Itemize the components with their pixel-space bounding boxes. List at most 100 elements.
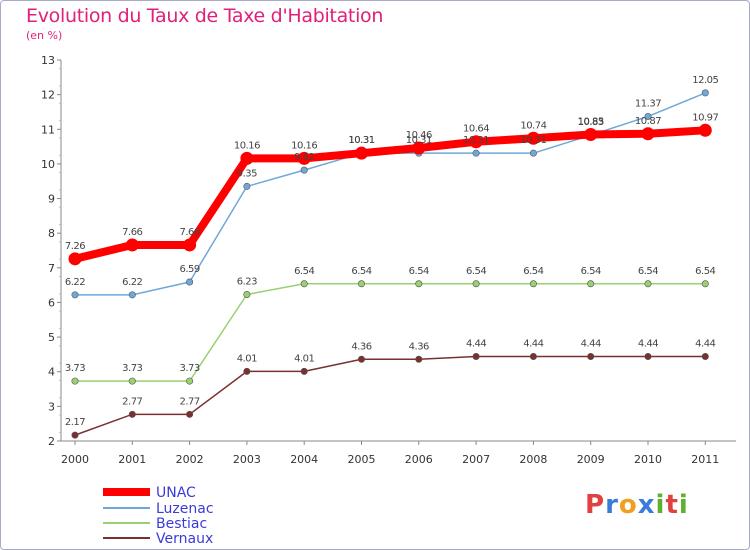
- x-tick-label: 2011: [691, 453, 719, 466]
- data-label-vernaux: 4.44: [523, 338, 543, 349]
- data-point-luzenac: [300, 166, 308, 174]
- data-point-unac: [584, 127, 598, 141]
- data-point-luzenac: [472, 149, 480, 157]
- data-point-luzenac: [243, 182, 251, 190]
- data-label-vernaux: 2.17: [65, 417, 85, 428]
- data-point-bestiac: [587, 280, 595, 288]
- y-tick-label: 4: [48, 366, 55, 379]
- data-label-bestiac: 3.73: [179, 363, 199, 374]
- data-point-bestiac: [300, 280, 308, 288]
- data-label-luzenac: 10.83: [578, 117, 604, 128]
- logo-letter: i: [655, 490, 666, 520]
- data-label-luzenac: 10.31: [463, 135, 489, 146]
- series-line-unac: [71, 126, 710, 263]
- data-point-luzenac: [128, 291, 136, 299]
- data-label-vernaux: 4.01: [294, 353, 314, 364]
- logo-letter: P: [585, 490, 606, 520]
- series-line-luzenac: [74, 92, 707, 296]
- data-label-bestiac: 6.54: [638, 266, 658, 277]
- data-label-vernaux: 2.77: [122, 396, 142, 407]
- data-label-luzenac: 10.31: [348, 135, 374, 146]
- chart-title: Evolution du Taux de Taxe d'Habitation: [26, 5, 384, 27]
- data-point-vernaux: [587, 352, 595, 360]
- data-point-unac: [412, 141, 426, 155]
- x-tick-label: 2002: [176, 453, 204, 466]
- data-point-vernaux: [415, 355, 423, 363]
- data-point-bestiac: [644, 280, 652, 288]
- data-point-unac: [469, 135, 483, 149]
- logo-letter: t: [665, 490, 679, 520]
- y-tick-label: 7: [48, 262, 55, 275]
- data-label-bestiac: 6.54: [294, 266, 314, 277]
- logo-letter: o: [618, 490, 638, 520]
- data-label-vernaux: 4.44: [638, 338, 658, 349]
- data-label-unac: 7.26: [65, 241, 85, 252]
- x-tick-label: 2010: [634, 453, 662, 466]
- data-label-luzenac: 10.31: [406, 135, 432, 146]
- x-tick-label: 2005: [348, 453, 376, 466]
- data-label-unac: 10.46: [406, 130, 432, 141]
- logo-letter: x: [637, 490, 656, 520]
- data-label-luzenac: 6.22: [65, 277, 85, 288]
- data-label-unac: 10.31: [348, 135, 374, 146]
- x-tick-label: 2004: [290, 453, 318, 466]
- data-label-unac: 10.64: [463, 124, 489, 135]
- y-tick-label: 12: [41, 89, 55, 102]
- logo-letter: r: [605, 490, 619, 520]
- data-point-unac: [641, 127, 655, 141]
- data-label-unac: 10.16: [291, 140, 317, 151]
- data-label-bestiac: 6.54: [466, 266, 486, 277]
- data-label-vernaux: 2.77: [179, 396, 199, 407]
- data-label-bestiac: 6.54: [523, 266, 543, 277]
- x-tick-label: 2009: [577, 453, 605, 466]
- data-label-unac: 10.16: [234, 140, 260, 151]
- data-point-unac: [698, 123, 712, 137]
- data-point-bestiac: [357, 280, 365, 288]
- series-line-bestiac: [74, 283, 707, 382]
- data-label-vernaux: 4.36: [409, 341, 429, 352]
- data-label-unac: 10.85: [578, 116, 604, 127]
- data-label-vernaux: 4.44: [581, 338, 601, 349]
- data-point-bestiac: [243, 290, 251, 298]
- data-point-luzenac: [701, 89, 709, 97]
- data-point-bestiac: [186, 377, 194, 385]
- data-label-bestiac: 6.23: [237, 276, 257, 287]
- data-point-bestiac: [472, 280, 480, 288]
- data-label-bestiac: 6.54: [695, 266, 715, 277]
- data-point-bestiac: [71, 377, 79, 385]
- y-tick-label: 11: [41, 123, 55, 136]
- data-point-vernaux: [300, 367, 308, 375]
- data-label-vernaux: 4.44: [466, 338, 486, 349]
- data-label-luzenac: 6.22: [122, 277, 142, 288]
- data-point-bestiac: [128, 377, 136, 385]
- legend-label-bestiac: Bestiac: [156, 516, 207, 532]
- data-point-vernaux: [529, 352, 537, 360]
- data-point-bestiac: [529, 280, 537, 288]
- x-tick-label: 2001: [118, 453, 146, 466]
- x-tick-label: 2006: [405, 453, 433, 466]
- data-label-vernaux: 4.36: [351, 341, 371, 352]
- x-tick-label: 2000: [61, 453, 89, 466]
- data-label-luzenac: 6.59: [179, 264, 199, 275]
- y-tick-label: 13: [41, 54, 55, 67]
- data-label-luzenac: 9.82: [294, 152, 314, 163]
- data-label-luzenac: 9.35: [237, 168, 257, 179]
- data-label-unac: 10.74: [520, 120, 546, 131]
- data-label-bestiac: 6.54: [581, 266, 601, 277]
- data-label-vernaux: 4.01: [237, 353, 257, 364]
- data-label-unac: 10.97: [692, 112, 718, 123]
- data-point-bestiac: [415, 280, 423, 288]
- data-point-luzenac: [186, 278, 194, 286]
- data-label-vernaux: 4.44: [695, 338, 715, 349]
- data-label-bestiac: 3.73: [122, 363, 142, 374]
- data-point-luzenac: [529, 149, 537, 157]
- legend-label-vernaux: Vernaux: [156, 531, 213, 547]
- data-point-vernaux: [71, 431, 79, 439]
- legend-label-luzenac: Luzenac: [156, 501, 214, 517]
- data-label-unac: 7.66: [122, 227, 142, 238]
- data-point-vernaux: [472, 352, 480, 360]
- y-tick-label: 5: [48, 331, 55, 344]
- data-point-luzenac: [644, 112, 652, 120]
